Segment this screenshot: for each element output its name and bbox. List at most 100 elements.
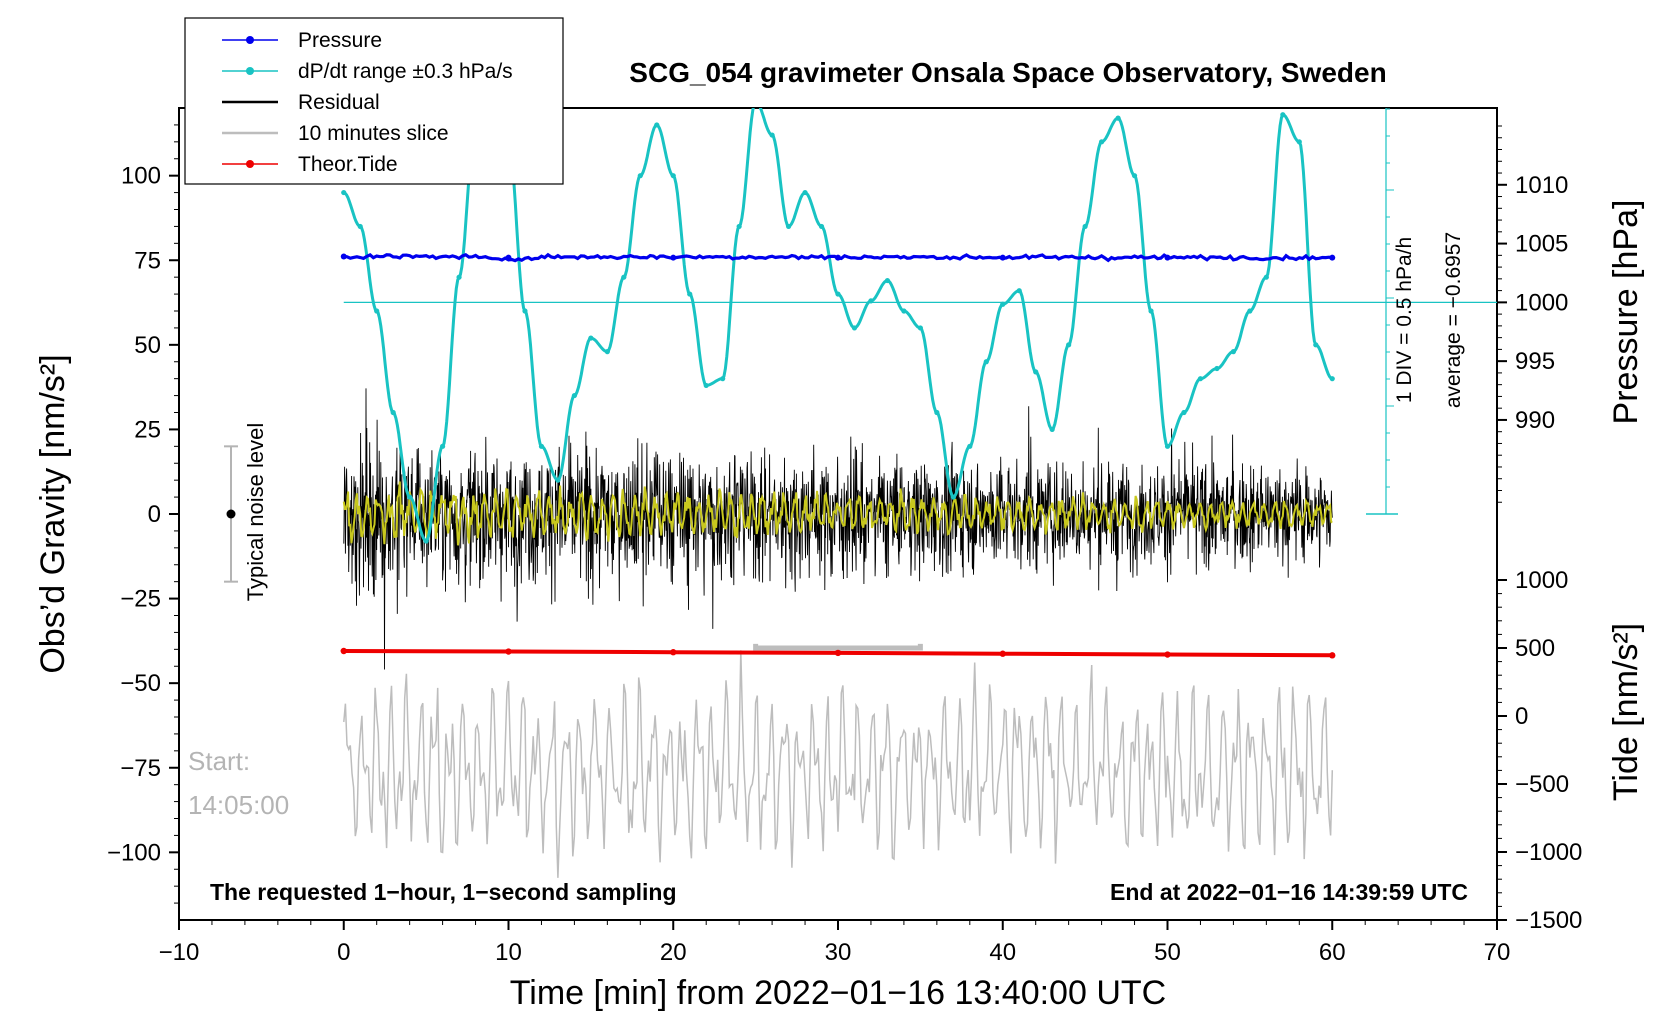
- pressure-point: [1329, 254, 1336, 261]
- legend-label: 10 minutes slice: [298, 122, 449, 145]
- dpdt-point: [1148, 308, 1154, 314]
- x-tick-label: 0: [337, 939, 350, 966]
- y-tick-label: 0: [148, 501, 161, 528]
- dpdt-point: [983, 359, 989, 365]
- x-tick-label: 40: [989, 939, 1016, 966]
- dpdt-point: [654, 122, 660, 128]
- start-prefix-label: Start:: [188, 746, 250, 776]
- tide-point: [1329, 652, 1336, 659]
- legend-label: Residual: [298, 91, 380, 114]
- filtered-residual-line: [342, 481, 1333, 546]
- dpdt-point: [1263, 274, 1269, 280]
- legend-marker: [246, 160, 254, 168]
- dpdt-point: [1313, 342, 1319, 348]
- legend-marker: [246, 67, 254, 75]
- pressure-tick-label: 995: [1515, 348, 1555, 375]
- dpdt-point: [1000, 301, 1006, 307]
- tide-tick-label: −500: [1515, 771, 1569, 798]
- dpdt-point: [802, 189, 808, 196]
- tide-tick-label: −1000: [1515, 839, 1582, 866]
- dpdt-point: [1230, 349, 1236, 355]
- dpdt-point: [1280, 112, 1286, 118]
- y-tick-label: 25: [134, 416, 161, 443]
- dpdt-point: [440, 443, 446, 449]
- tide-tick-label: 0: [1515, 703, 1528, 730]
- tide-point: [834, 649, 842, 657]
- slice-series-line: [343, 650, 1334, 878]
- div-label: 1 DIV = 0.5 hPa/h: [1393, 237, 1416, 403]
- pressure-tick-label: 1010: [1515, 172, 1568, 199]
- dpdt-point: [637, 173, 643, 179]
- tide-tick-label: −1500: [1515, 907, 1582, 934]
- dpdt-point: [1115, 115, 1121, 121]
- noise-level-dot: [226, 509, 236, 519]
- dpdt-point: [785, 223, 792, 230]
- dpdt-point: [736, 223, 742, 230]
- dpdt-point: [901, 308, 907, 314]
- pressure-point: [1164, 254, 1171, 261]
- pressure-tick-label: 1000: [1515, 289, 1568, 316]
- y-tick-label: 100: [121, 163, 161, 190]
- tide-point: [1164, 651, 1171, 658]
- dpdt-point: [851, 325, 858, 331]
- data-layer: [340, 99, 1497, 878]
- y-tick-label: −75: [120, 755, 161, 782]
- x-tick-label: 10: [495, 939, 522, 966]
- dpdt-point: [423, 538, 429, 544]
- dpdt-point: [884, 277, 891, 284]
- average-label: average = −0.6957: [1442, 232, 1465, 408]
- y-axis-title-pressure: Pressure [hPa]: [1607, 200, 1645, 425]
- dpdt-point: [390, 409, 396, 416]
- end-time-note: End at 2022−01−16 14:39:59 UTC: [1110, 879, 1468, 905]
- x-tick-label: 70: [1484, 939, 1511, 966]
- x-tick-label: 20: [660, 939, 687, 966]
- dpdt-point: [357, 223, 363, 230]
- residual-series-line: [343, 388, 1333, 670]
- dpdt-point: [769, 132, 775, 138]
- y-tick-label: 50: [134, 332, 161, 359]
- tide-point: [999, 650, 1006, 657]
- dpdt-point: [703, 382, 709, 389]
- dpdt-point: [1131, 173, 1138, 179]
- x-tick-label: −10: [159, 939, 200, 966]
- dpdt-point: [818, 223, 825, 230]
- pressure-tick-label: 990: [1515, 407, 1555, 434]
- dpdt-point: [670, 173, 676, 179]
- dpdt-point: [538, 443, 545, 449]
- dpdt-point: [687, 291, 693, 297]
- dpdt-point: [1181, 409, 1187, 416]
- y-axis-title-gravity: Obs’d Gravity [nm/s²]: [34, 354, 72, 673]
- tide-point: [505, 648, 512, 655]
- dpdt-point: [1214, 365, 1220, 372]
- start-time-label: 14:05:00: [188, 790, 289, 820]
- dpdt-point: [967, 443, 973, 449]
- tide-tick-label: 500: [1515, 635, 1555, 662]
- dpdt-point: [1066, 342, 1072, 348]
- dpdt-point: [753, 99, 758, 104]
- noise-level-label: Typical noise level: [243, 423, 268, 602]
- dpdt-point: [604, 349, 610, 355]
- pressure-tick-label: 1005: [1515, 231, 1568, 258]
- pressure-point: [505, 254, 512, 261]
- dpdt-point: [588, 335, 594, 341]
- y-tick-label: 75: [134, 247, 161, 274]
- dpdt-point: [555, 477, 561, 483]
- legend: Pressure dP/dt range ±0.3 hPa/s Residual 10…: [184, 17, 564, 185]
- slice-bracket: [753, 643, 923, 651]
- pressure-point: [835, 254, 841, 261]
- dpdt-point: [522, 308, 528, 314]
- legend-items: Pressure dP/dt range ±0.3 hPa/s Residual 10…: [222, 29, 513, 176]
- legend-label: dP/dt range ±0.3 hPa/s: [298, 60, 513, 83]
- y-tick-label: −50: [120, 670, 161, 697]
- x-tick-label: 50: [1154, 939, 1181, 966]
- dpdt-point: [1164, 443, 1171, 449]
- dpdt-point: [407, 494, 413, 500]
- dpdt-point: [934, 409, 940, 416]
- dpdt-point: [720, 376, 726, 382]
- y-tick-label: −25: [120, 586, 161, 613]
- legend-label: Pressure: [298, 29, 382, 52]
- x-axis-title: Time [min] from 2022−01−16 13:40:00 UTC: [510, 974, 1166, 1012]
- tide-point: [670, 649, 677, 656]
- dpdt-point: [917, 325, 923, 331]
- dpdt-point: [621, 274, 627, 280]
